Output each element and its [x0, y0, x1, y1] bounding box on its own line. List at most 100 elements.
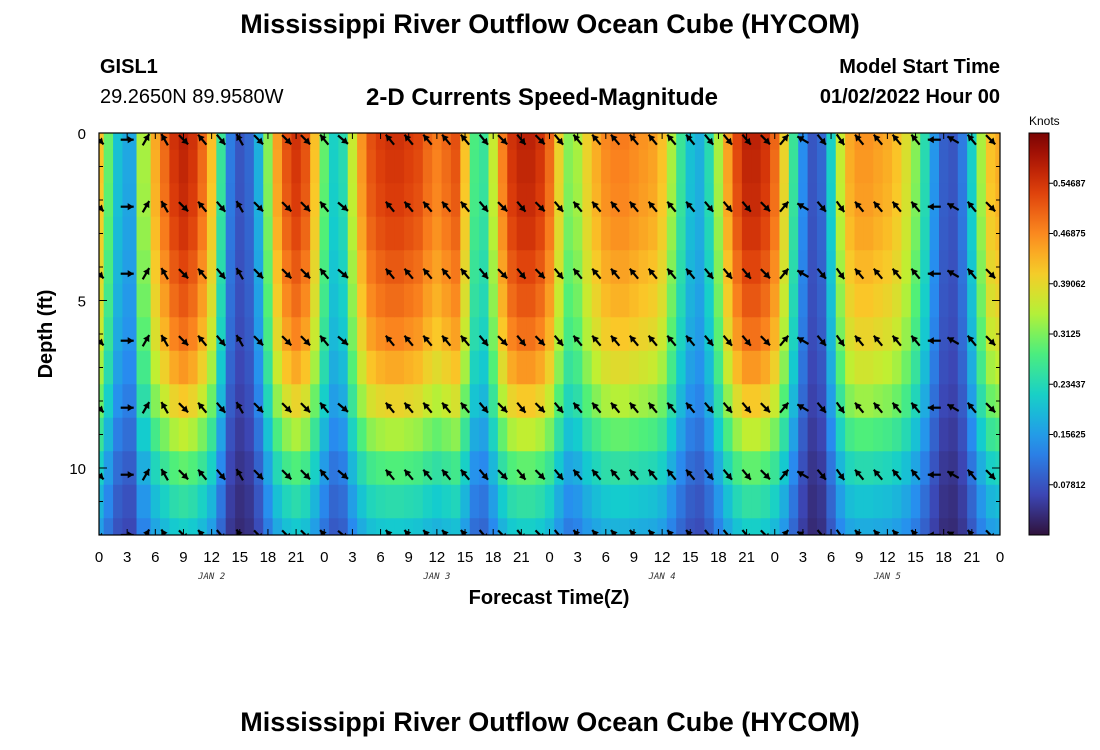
current-vector	[722, 267, 733, 280]
heatmap-cell	[863, 133, 874, 151]
heatmap-cell	[882, 350, 893, 385]
heatmap-cell	[385, 283, 396, 318]
heatmap-cell	[291, 384, 302, 419]
heatmap-cell	[497, 149, 508, 184]
heatmap-cell	[676, 250, 687, 285]
heatmap-cell	[854, 250, 865, 285]
heatmap-cell	[854, 417, 865, 452]
current-vector	[910, 334, 921, 347]
current-vector	[704, 334, 715, 347]
heatmap-cell	[136, 283, 152, 318]
heatmap-cell	[460, 250, 471, 285]
heatmap-cell	[394, 183, 405, 218]
current-vector	[647, 468, 658, 481]
x-tick-label: 6	[151, 549, 159, 566]
heatmap-cell	[591, 484, 602, 519]
current-vector	[591, 267, 602, 280]
heatmap-cell	[160, 283, 170, 318]
current-vector	[854, 200, 865, 213]
heatmap-cell	[863, 417, 874, 452]
heatmap-cell	[178, 417, 189, 452]
heatmap-cell	[300, 183, 311, 218]
heatmap-cell	[272, 350, 283, 385]
heatmap-cell	[920, 451, 931, 486]
current-vector	[722, 133, 733, 146]
current-vector	[235, 401, 244, 414]
heatmap-cell	[122, 317, 138, 352]
heatmap-cell	[188, 484, 199, 519]
heatmap-cell	[694, 283, 705, 318]
heatmap-cell	[479, 283, 490, 318]
current-vector	[891, 401, 902, 414]
current-vector	[591, 468, 602, 481]
current-vector	[553, 468, 564, 481]
heatmap-cell	[910, 149, 921, 184]
heatmap-cell	[901, 216, 912, 251]
current-vector	[816, 334, 827, 347]
heatmap-cell	[432, 518, 443, 535]
heatmap-cell	[300, 350, 311, 385]
heatmap-cell	[601, 216, 612, 251]
heatmap-cell	[169, 384, 180, 419]
heatmap-cell	[544, 417, 555, 452]
heatmap-cell	[938, 133, 949, 151]
heatmap-cell	[572, 216, 583, 251]
heatmap-cell	[328, 417, 339, 452]
heatmap-cell	[713, 317, 724, 352]
heatmap-cell	[873, 451, 884, 486]
heatmap-cell	[291, 484, 302, 519]
heatmap-cell	[347, 317, 358, 352]
y-tick-label: 10	[69, 461, 86, 478]
heatmap-cell	[160, 216, 170, 251]
heatmap-cell	[704, 183, 715, 218]
current-vector	[722, 200, 733, 213]
heatmap-cell	[404, 183, 415, 218]
heatmap-cell	[854, 451, 865, 486]
current-vector	[478, 133, 489, 146]
heatmap-cell	[197, 417, 208, 452]
heatmap-cell	[253, 250, 264, 285]
heatmap-cell	[976, 250, 987, 285]
heatmap-cell	[826, 149, 837, 184]
heatmap-cell	[910, 518, 921, 535]
heatmap-cell	[554, 283, 565, 318]
heatmap-cell	[798, 216, 809, 251]
heatmap-cell	[272, 384, 283, 419]
heatmap-cell	[319, 216, 330, 251]
heatmap-cell	[901, 417, 912, 452]
heatmap-cell	[272, 317, 283, 352]
heatmap-cell	[863, 216, 874, 251]
heatmap-cell	[244, 133, 255, 151]
x-tick-label: 3	[573, 549, 581, 566]
heatmap-cell	[225, 183, 236, 218]
heatmap-cell	[479, 350, 490, 385]
current-vector	[779, 267, 790, 280]
heatmap-cell	[357, 250, 368, 285]
heatmap-cell	[713, 417, 724, 452]
heatmap-cell	[497, 350, 508, 385]
heatmap-cell	[432, 250, 443, 285]
current-vector	[197, 133, 208, 146]
heatmap-cell	[901, 149, 912, 184]
current-vector	[422, 133, 433, 146]
x-tick-label: 9	[855, 549, 863, 566]
heatmap-cell	[413, 283, 424, 318]
heatmap-cell	[526, 250, 537, 285]
heatmap-cell	[732, 417, 743, 452]
current-vector	[572, 200, 583, 213]
current-vector	[384, 267, 395, 280]
current-vector	[872, 401, 884, 414]
heatmap-cell	[441, 417, 452, 452]
current-vector	[300, 335, 311, 347]
heatmap-cell	[760, 350, 771, 385]
heatmap-cell	[535, 451, 546, 486]
heatmap-cell	[319, 149, 330, 184]
current-vector	[796, 269, 810, 278]
heatmap-cell	[788, 149, 799, 184]
current-vector	[516, 401, 527, 414]
heatmap-cell	[760, 183, 771, 218]
heatmap-cell	[422, 384, 433, 419]
heatmap-cell	[225, 133, 236, 151]
heatmap-cell	[873, 250, 884, 285]
heatmap-cell	[432, 350, 443, 385]
